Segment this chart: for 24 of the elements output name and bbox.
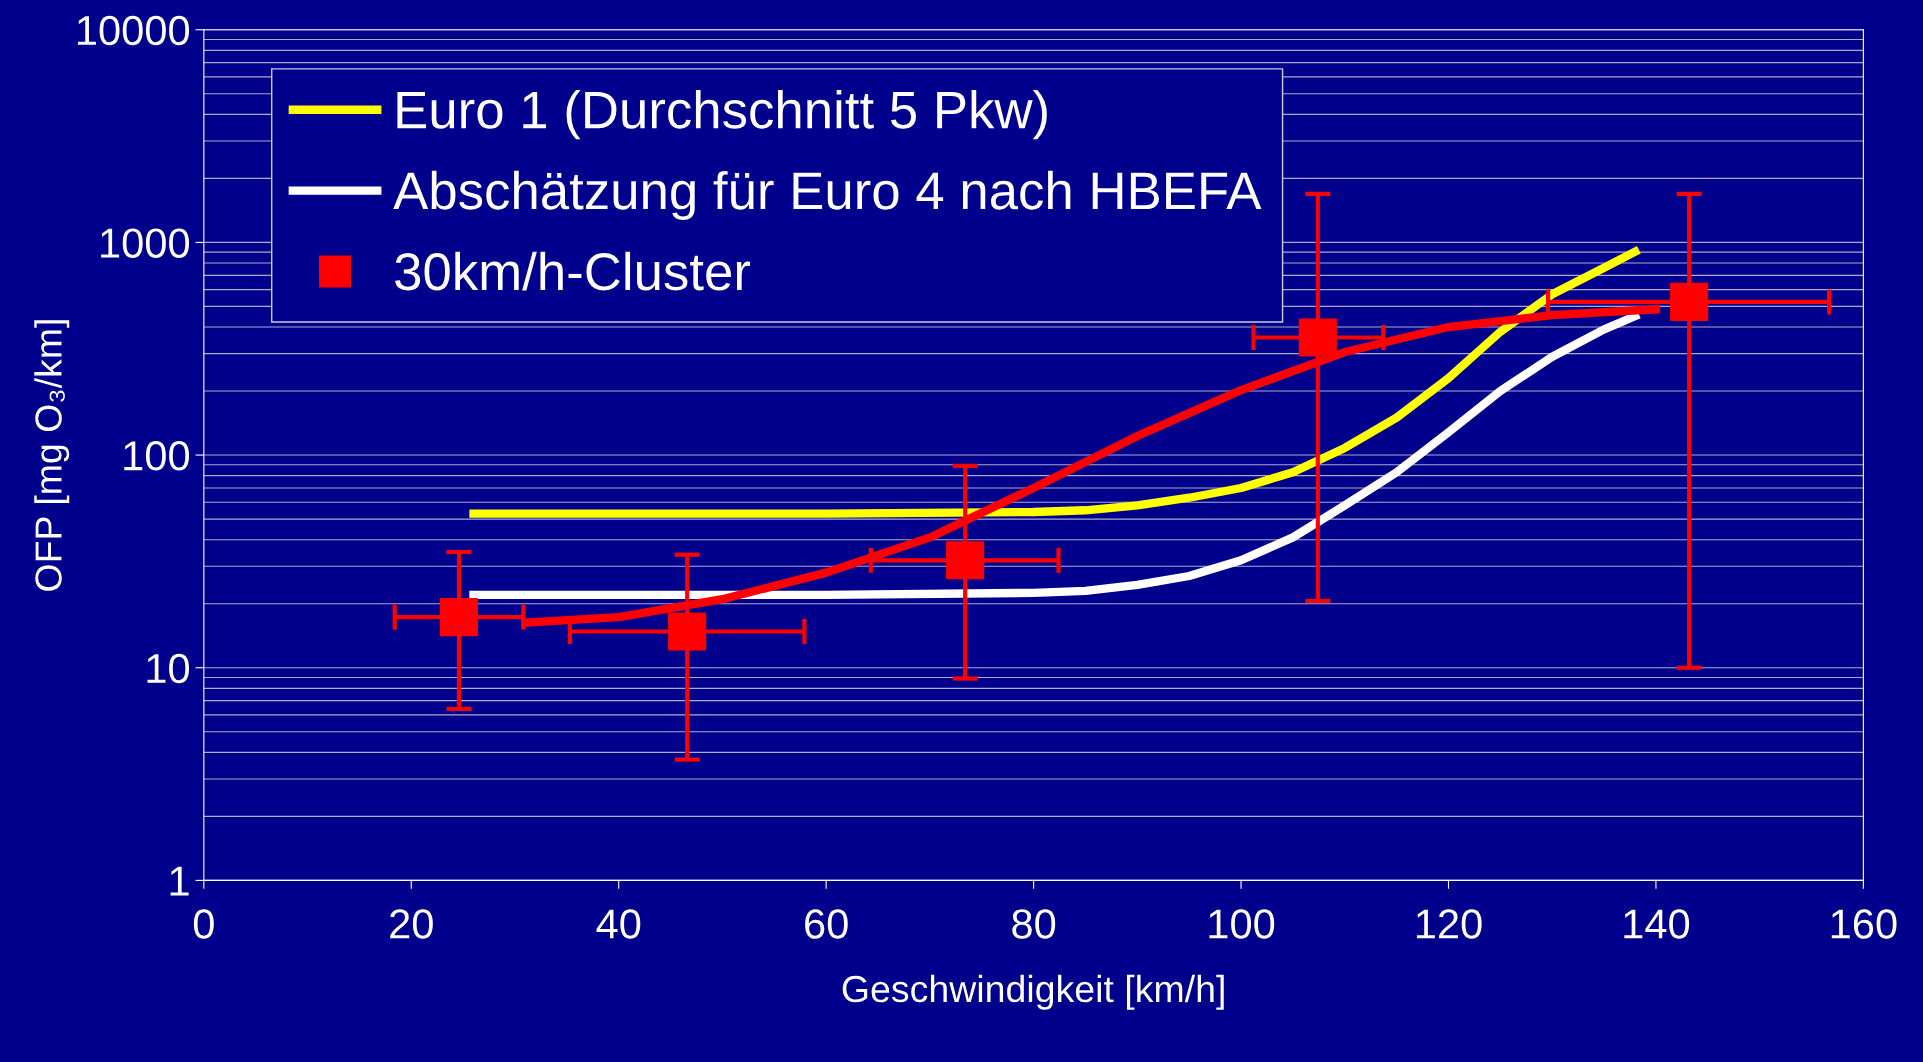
point [439,598,479,637]
x-tick-label: 60 [805,909,848,939]
x-tick-label: 20 [390,909,433,939]
y-tick-label: 10 [147,653,190,684]
legend-label: 30km/h-Cluster [395,251,751,291]
x-axis-title: Geschwindigkeit [km/h] [842,974,1224,1010]
x-tick-label: 140 [1624,909,1690,939]
point [668,612,707,651]
x-tick-label: 0 [193,909,214,939]
y-tick-label: 10000 [77,15,190,46]
x-tick-label: 100 [1209,909,1275,939]
point [1670,282,1709,321]
x-tick-label: 80 [1012,909,1056,939]
y-tick-label: 1 [170,866,189,896]
x-tick-label: 120 [1416,909,1482,939]
y-axis-title: OFP [mg O₃/km] [34,320,70,591]
point [1298,318,1337,357]
point [946,541,985,580]
x-tick-label: 160 [1831,909,1897,939]
legend-label: Euro 1 (Durchschnitt 5 Pkw) [397,90,1047,140]
y-tick-label: 1000 [101,228,190,258]
x-tick-label: 40 [596,909,641,939]
legend-label: Abschätzung für Euro 4 nach HBEFA [393,170,1262,221]
y-tick-label: 100 [124,441,190,471]
